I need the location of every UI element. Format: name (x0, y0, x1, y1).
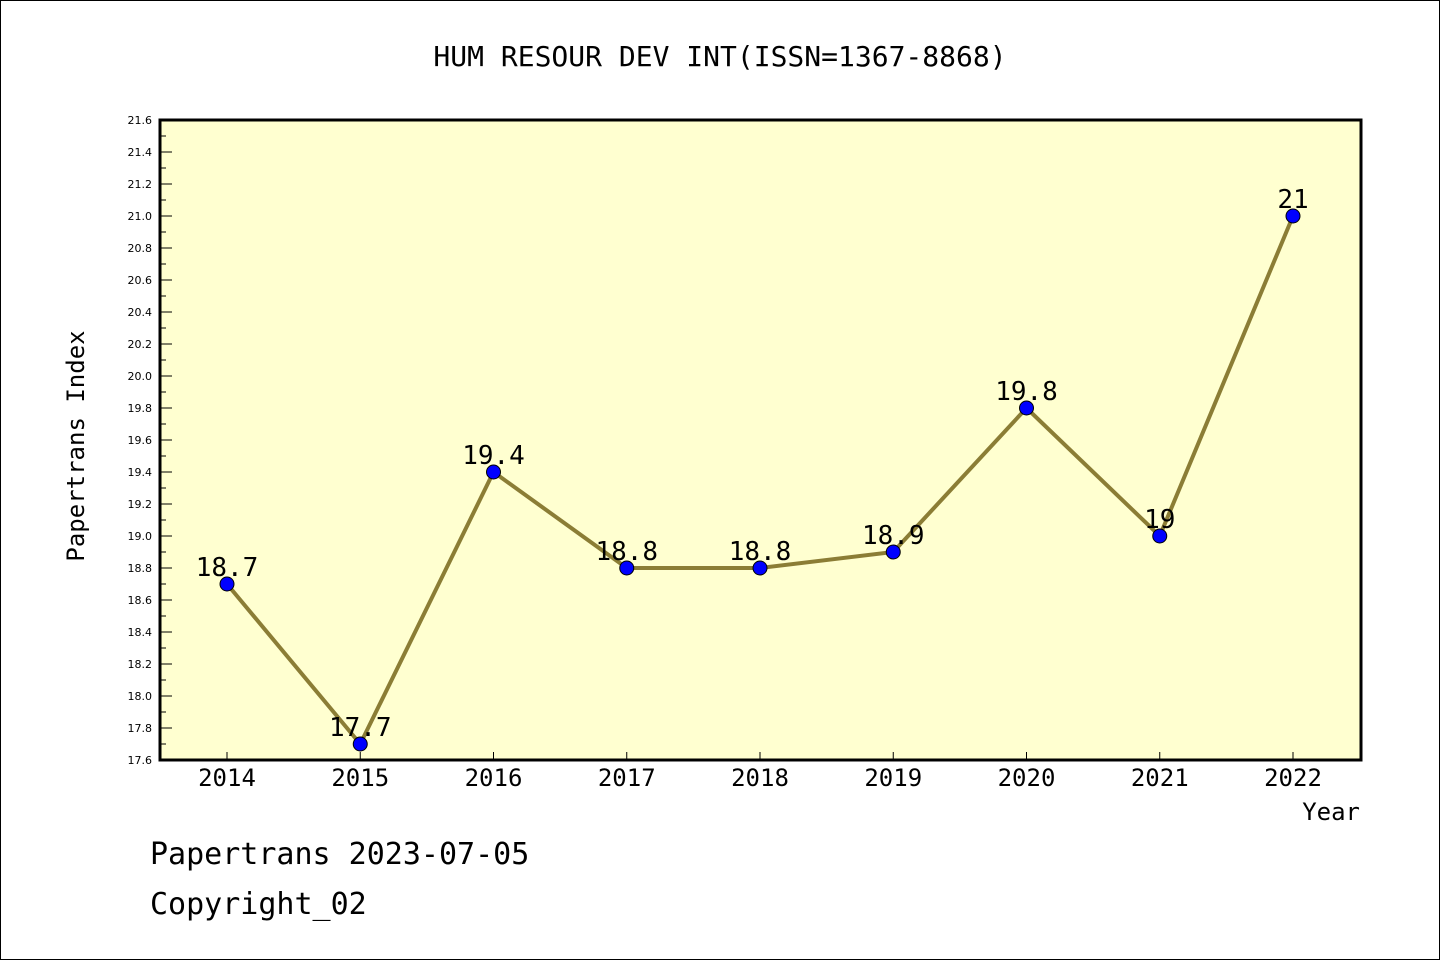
x-tick-label: 2020 (998, 764, 1056, 792)
data-label: 18.8 (729, 537, 792, 567)
y-tick-label: 18.8 (128, 562, 153, 575)
data-point (885, 544, 901, 560)
data-point (1152, 528, 1168, 544)
data-label: 19.4 (462, 441, 525, 471)
data-point (1285, 208, 1301, 224)
y-tick-label: 17.6 (128, 754, 153, 767)
y-tick-label: 20.4 (128, 306, 153, 319)
data-label: 19 (1144, 505, 1175, 535)
y-tick-label: 20.0 (128, 370, 153, 383)
x-tick-label: 2017 (598, 764, 656, 792)
data-point (486, 464, 501, 480)
data-labels: 18.7 17.7 19.4 18.8 18.8 18.9 19.8 19 21 (196, 185, 1309, 743)
y-tick-label: 20.8 (128, 242, 153, 255)
y-tick-label: 21.2 (128, 178, 153, 191)
y-tick-label: 19.2 (128, 498, 153, 511)
series-markers (219, 208, 1301, 752)
y-axis-ticks: 17.6 17.8 18.0 18.2 18.4 18.6 18.8 19.0 19.2 19.4… (128, 114, 172, 767)
y-tick-label: 19.4 (128, 466, 153, 479)
data-point (752, 560, 768, 576)
plot-area (158, 118, 1363, 762)
y-tick-label: 18.2 (128, 658, 153, 671)
y-tick-label: 20.6 (128, 274, 153, 287)
data-point (352, 736, 368, 752)
y-tick-label: 21.4 (128, 146, 153, 159)
y-tick-label: 20.2 (128, 338, 153, 351)
x-tick-label: 2016 (465, 764, 523, 792)
data-point (619, 560, 635, 576)
chart-title: HUM RESOUR DEV INT(ISSN=1367-8868) (433, 40, 1006, 73)
y-tick-label: 18.4 (128, 626, 153, 639)
x-tick-label: 2018 (731, 764, 789, 792)
data-label: 21 (1277, 185, 1308, 215)
x-axis-ticks: 2014 2015 2016 2017 2018 2019 2020 2021 2022 (198, 752, 1322, 792)
y-tick-label: 19.8 (128, 402, 153, 415)
x-tick-label: 2021 (1131, 764, 1189, 792)
x-tick-label: 2015 (331, 764, 389, 792)
y-tick-label: 19.6 (128, 434, 153, 447)
data-point (1019, 400, 1034, 416)
x-tick-label: 2014 (198, 764, 256, 792)
x-tick-label: 2022 (1264, 764, 1322, 792)
y-tick-label: 21.6 (128, 114, 153, 127)
y-tick-label: 18.0 (128, 690, 153, 703)
x-axis-label: Year (1302, 798, 1360, 826)
y-tick-label: 18.6 (128, 594, 153, 607)
y-tick-label: 17.8 (128, 722, 153, 735)
x-tick-label: 2019 (864, 764, 922, 792)
footer-date: Papertrans 2023-07-05 (150, 837, 529, 872)
y-axis-label: Papertrans Index (62, 330, 90, 561)
y-tick-label: 21.0 (128, 210, 153, 223)
data-label: 18.8 (595, 537, 658, 567)
data-label: 18.7 (196, 553, 259, 583)
data-label: 18.9 (862, 521, 925, 551)
data-label: 17.7 (329, 713, 392, 743)
data-label: 19.8 (995, 377, 1058, 407)
data-point (219, 576, 235, 592)
y-tick-label: 19.0 (128, 530, 153, 543)
footer-copyright: Copyright_02 (150, 887, 367, 922)
